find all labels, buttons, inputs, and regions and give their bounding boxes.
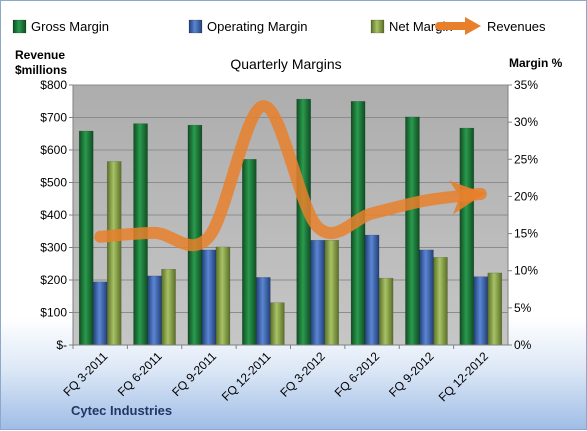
legend-swatch-operating-margin	[188, 19, 203, 34]
left-tick-label: $300	[40, 241, 67, 255]
left-tick-label: $400	[40, 208, 67, 222]
x-tick-label: FQ 6-2012	[332, 349, 383, 400]
right-tick-label: 10%	[514, 264, 538, 278]
revenue-series-line	[94, 100, 487, 252]
net-margin-bar	[270, 302, 285, 346]
left-tick-label: $700	[40, 111, 67, 125]
left-tick-label: $800	[40, 78, 67, 92]
gross-margin-bar	[242, 159, 257, 346]
right-axis-label: Margin %	[509, 56, 563, 70]
chart-title: Quarterly Margins	[230, 56, 341, 72]
left-tick-label: $500	[40, 176, 67, 190]
net-margin-bar	[106, 161, 122, 346]
right-tick-label: 20%	[514, 189, 538, 203]
gross-margin-bar	[459, 127, 475, 346]
right-tick-label: 5%	[514, 301, 532, 315]
legend-arrow-revenues	[465, 17, 481, 35]
x-tick-label: FQ 9-2012	[386, 349, 437, 400]
operating-margin-bar	[419, 249, 434, 346]
net-margin-bar	[487, 272, 503, 346]
operating-margin-bar	[92, 281, 108, 346]
x-tick-label: FQ 9-2011	[169, 349, 219, 399]
left-tick-label: $600	[40, 143, 67, 157]
legend-swatch-gross-margin	[12, 19, 27, 34]
net-margin-bar	[378, 277, 394, 346]
left-axis-label-line2: $millions	[15, 63, 67, 77]
net-margin-bar	[161, 268, 176, 346]
legend-label-revenues: Revenues	[487, 19, 546, 34]
left-tick-label: $200	[40, 273, 67, 287]
left-tick-label: $100	[40, 306, 67, 320]
gross-margin-bar	[187, 124, 203, 346]
legend-swatch-net-margin	[370, 19, 385, 34]
revenue-line	[94, 100, 487, 252]
legend-label-operating-margin: Operating Margin	[207, 19, 307, 34]
net-margin-bar	[433, 257, 448, 346]
x-tick-label: FQ 6-2011	[115, 349, 165, 399]
right-tick-label: 30%	[514, 115, 538, 129]
x-tick-label: FQ 12-2012	[436, 349, 491, 404]
net-margin-bar	[215, 246, 231, 346]
gross-margin-bar	[405, 116, 420, 346]
right-tick-label: 15%	[514, 227, 538, 241]
operating-margin-bar	[201, 249, 217, 346]
left-tick-label: $-	[56, 338, 67, 352]
operating-margin-bar	[473, 276, 489, 346]
right-tick-label: 0%	[514, 338, 532, 352]
x-tick-label: FQ 12-2011	[219, 349, 274, 404]
legend-label-gross-margin: Gross Margin	[31, 19, 109, 34]
right-tick-label: 25%	[514, 152, 538, 166]
legend: Gross Margin Operating Margin Net Margin Re…	[12, 17, 546, 35]
x-tick-label: FQ 3-2012	[277, 349, 328, 400]
gross-margin-bar	[78, 130, 94, 346]
operating-margin-bar	[364, 234, 380, 346]
operating-margin-bar	[310, 240, 325, 346]
right-tick-label: 35%	[514, 78, 538, 92]
net-margin-bar	[324, 240, 339, 346]
operating-margin-bar	[256, 277, 271, 346]
left-axis-label-line1: Revenue	[15, 48, 65, 62]
company-name: Cytec Industries	[71, 403, 172, 418]
operating-margin-bar	[147, 275, 162, 346]
x-tick-label: FQ 3-2011	[60, 349, 110, 399]
